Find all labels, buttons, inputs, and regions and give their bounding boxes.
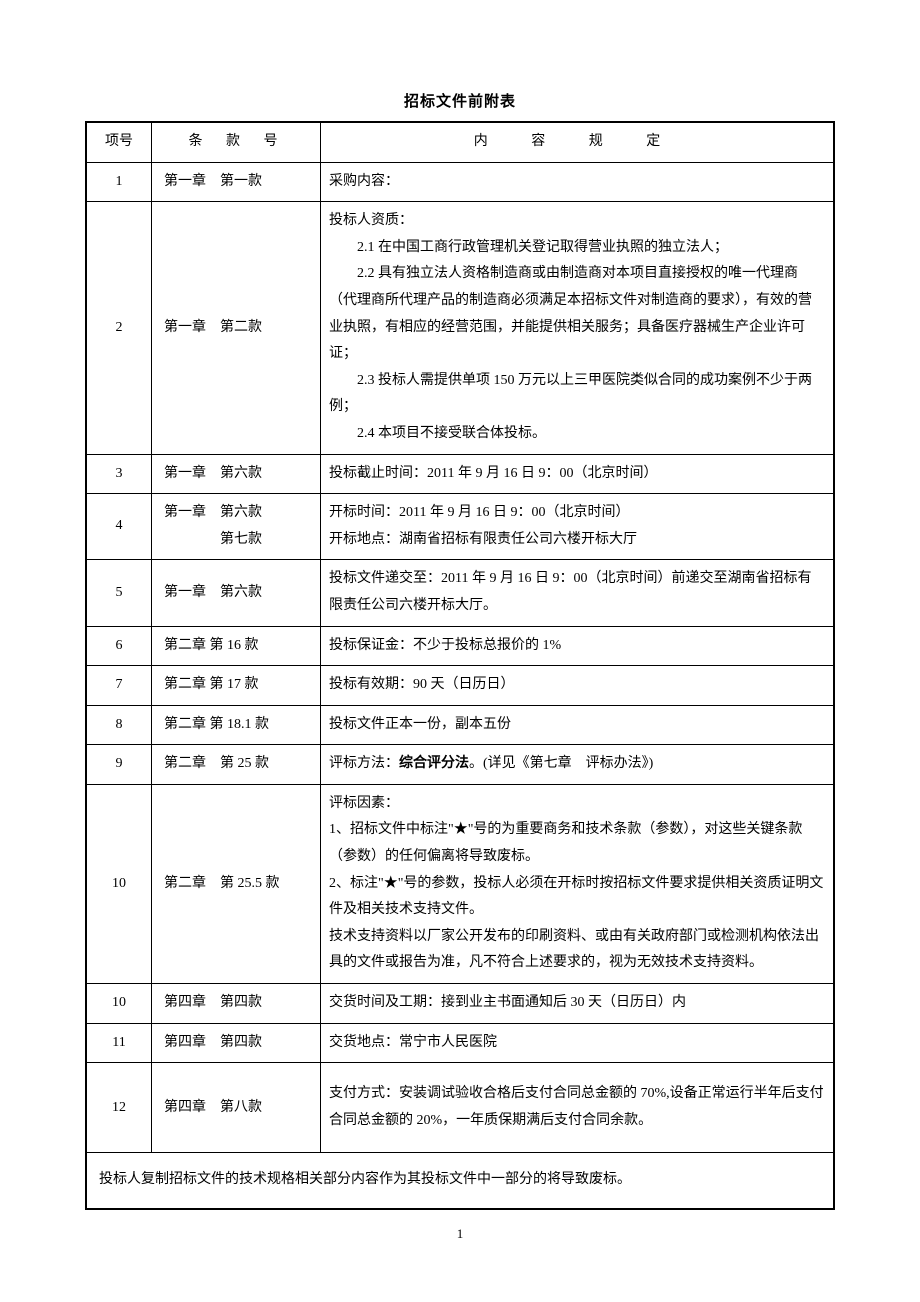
table-row: 4 第一章 第六款 第七款 开标时间：2011 年 9 月 16 日 9：00（… — [86, 494, 834, 560]
cell-content: 投标文件正本一份，副本五份 — [321, 705, 835, 745]
cell-clause: 第四章 第八款 — [152, 1063, 321, 1153]
content-prefix: 评标方法： — [329, 756, 399, 771]
cell-content: 交货时间及工期：接到业主书面通知后 30 天（日历日）内 — [321, 984, 835, 1024]
cell-num: 4 — [86, 494, 152, 560]
cell-clause: 第一章 第一款 — [152, 162, 321, 202]
header-col-clause: 条 款 号 — [152, 122, 321, 162]
page-number: 1 — [0, 1226, 920, 1242]
cell-clause: 第二章 第 25 款 — [152, 745, 321, 785]
header-col-content: 内 容 规 定 — [321, 122, 835, 162]
cell-clause: 第二章 第 17 款 — [152, 666, 321, 706]
cell-content: 投标保证金：不少于投标总报价的 1% — [321, 626, 835, 666]
table-row: 7 第二章 第 17 款 投标有效期：90 天（日历日） — [86, 666, 834, 706]
cell-num: 7 — [86, 666, 152, 706]
cell-num: 2 — [86, 202, 152, 454]
content-line: 2.4 本项目不接受联合体投标。 — [329, 426, 546, 441]
content-line: 1、招标文件中标注"★"号的为重要商务和技术条款（参数），对这些关键条款（参数）… — [329, 822, 802, 864]
content-line: 2.1 在中国工商行政管理机关登记取得营业执照的独立法人； — [329, 240, 728, 255]
cell-num: 6 — [86, 626, 152, 666]
content-line: 2.2 具有独立法人资格制造商或由制造商对本项目直接授权的唯一代理商（代理商所代… — [329, 266, 812, 361]
cell-clause: 第二章 第 16 款 — [152, 626, 321, 666]
cell-content: 评标方法：综合评分法。(详见《第七章 评标办法》) — [321, 745, 835, 785]
table-row: 5 第一章 第六款 投标文件递交至：2011 年 9 月 16 日 9：00（北… — [86, 560, 834, 626]
cell-content: 交货地点：常宁市人民医院 — [321, 1023, 835, 1063]
document-title: 招标文件前附表 — [85, 90, 835, 111]
table-row: 1 第一章 第一款 采购内容： — [86, 162, 834, 202]
content-line: 开标时间：2011 年 9 月 16 日 9：00（北京时间） — [329, 505, 629, 520]
cell-clause: 第一章 第六款 — [152, 454, 321, 494]
cell-content: 评标因素： 1、招标文件中标注"★"号的为重要商务和技术条款（参数），对这些关键… — [321, 784, 835, 983]
content-line: 2.3 投标人需提供单项 150 万元以上三甲医院类似合同的成功案例不少于两例； — [329, 373, 812, 415]
table-row: 6 第二章 第 16 款 投标保证金：不少于投标总报价的 1% — [86, 626, 834, 666]
cell-num: 1 — [86, 162, 152, 202]
cell-num: 8 — [86, 705, 152, 745]
table-row: 10 第二章 第 25.5 款 评标因素： 1、招标文件中标注"★"号的为重要商… — [86, 784, 834, 983]
cell-content: 投标有效期：90 天（日历日） — [321, 666, 835, 706]
content-text: 支付方式：安装调试验收合格后支付合同总金额的 70%,设备正常运行半年后支付合同… — [329, 1086, 824, 1128]
cell-clause: 第二章 第 25.5 款 — [152, 784, 321, 983]
cell-num: 9 — [86, 745, 152, 785]
content-line: 评标因素： — [329, 796, 399, 811]
cell-num: 10 — [86, 784, 152, 983]
cell-content: 投标文件递交至：2011 年 9 月 16 日 9：00（北京时间）前递交至湖南… — [321, 560, 835, 626]
table-row: 10 第四章 第四款 交货时间及工期：接到业主书面通知后 30 天（日历日）内 — [86, 984, 834, 1024]
cell-content: 支付方式：安装调试验收合格后支付合同总金额的 70%,设备正常运行半年后支付合同… — [321, 1063, 835, 1153]
cell-clause: 第四章 第四款 — [152, 1023, 321, 1063]
content-line: 技术支持资料以厂家公开发布的印刷资料、或由有关政府部门或检测机构依法出具的文件或… — [329, 929, 819, 971]
table-row: 12 第四章 第八款 支付方式：安装调试验收合格后支付合同总金额的 70%,设备… — [86, 1063, 834, 1153]
cell-clause: 第一章 第六款 第七款 — [152, 494, 321, 560]
clause-line: 第一章 第六款 — [164, 505, 262, 520]
attachment-table: 项号 条 款 号 内 容 规 定 1 第一章 第一款 采购内容： 2 第一章 第… — [85, 121, 835, 1210]
cell-content: 投标截止时间：2011 年 9 月 16 日 9：00（北京时间） — [321, 454, 835, 494]
cell-content: 采购内容： — [321, 162, 835, 202]
cell-num: 10 — [86, 984, 152, 1024]
header-col-num: 项号 — [86, 122, 152, 162]
cell-clause: 第二章 第 18.1 款 — [152, 705, 321, 745]
cell-clause: 第四章 第四款 — [152, 984, 321, 1024]
table-row: 8 第二章 第 18.1 款 投标文件正本一份，副本五份 — [86, 705, 834, 745]
cell-clause: 第一章 第六款 — [152, 560, 321, 626]
cell-clause: 第一章 第二款 — [152, 202, 321, 454]
cell-content: 开标时间：2011 年 9 月 16 日 9：00（北京时间） 开标地点：湖南省… — [321, 494, 835, 560]
cell-num: 11 — [86, 1023, 152, 1063]
content-line: 投标人资质： — [329, 213, 413, 228]
content-line: 2、标注"★"号的参数，投标人必须在开标时按招标文件要求提供相关资质证明文件及相… — [329, 876, 823, 918]
clause-line: 第七款 — [164, 532, 262, 547]
content-bold: 综合评分法 — [399, 756, 469, 771]
header-row: 项号 条 款 号 内 容 规 定 — [86, 122, 834, 162]
document-page: 招标文件前附表 项号 条 款 号 内 容 规 定 1 第一章 第一款 采购内容：… — [0, 0, 920, 1302]
cell-content: 投标人资质： 2.1 在中国工商行政管理机关登记取得营业执照的独立法人； 2.2… — [321, 202, 835, 454]
footer-cell: 投标人复制招标文件的技术规格相关部分内容作为其投标文件中一部分的将导致废标。 — [86, 1153, 834, 1209]
cell-num: 12 — [86, 1063, 152, 1153]
table-footer-row: 投标人复制招标文件的技术规格相关部分内容作为其投标文件中一部分的将导致废标。 — [86, 1153, 834, 1209]
table-body: 1 第一章 第一款 采购内容： 2 第一章 第二款 投标人资质： 2.1 在中国… — [86, 162, 834, 1209]
content-suffix: 。(详见《第七章 评标办法》) — [469, 756, 653, 771]
table-header: 项号 条 款 号 内 容 规 定 — [86, 122, 834, 162]
table-row: 3 第一章 第六款 投标截止时间：2011 年 9 月 16 日 9：00（北京… — [86, 454, 834, 494]
content-line: 开标地点：湖南省招标有限责任公司六楼开标大厅 — [329, 532, 637, 547]
table-row: 11 第四章 第四款 交货地点：常宁市人民医院 — [86, 1023, 834, 1063]
cell-num: 5 — [86, 560, 152, 626]
cell-num: 3 — [86, 454, 152, 494]
table-row: 9 第二章 第 25 款 评标方法：综合评分法。(详见《第七章 评标办法》) — [86, 745, 834, 785]
table-row: 2 第一章 第二款 投标人资质： 2.1 在中国工商行政管理机关登记取得营业执照… — [86, 202, 834, 454]
